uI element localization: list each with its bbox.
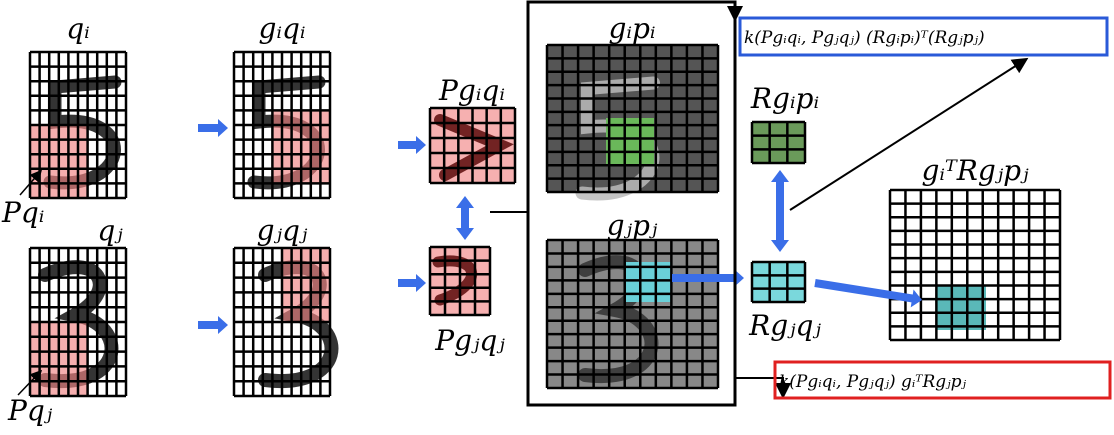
label: Pqⱼ xyxy=(7,394,53,427)
label: qᵢ xyxy=(66,12,90,45)
label: Rgⱼqⱼ xyxy=(748,309,821,342)
grid-bg xyxy=(752,122,805,163)
label: Rgᵢpᵢ xyxy=(750,82,819,115)
double-arrow xyxy=(771,170,789,252)
label: Pgᵢqᵢ xyxy=(438,74,505,107)
double-arrow xyxy=(456,196,474,240)
diagram: k(Pgᵢqᵢ, Pgⱼqⱼ) (Rgᵢpᵢ)ᵀ(Rgⱼpⱼ) k(Pgᵢqᵢ,… xyxy=(0,0,1114,435)
label: gⱼpⱼ xyxy=(607,209,658,242)
label: Pqᵢ xyxy=(1,196,44,229)
layout xyxy=(18,45,1060,396)
arrow xyxy=(198,316,228,334)
formula-red: k(Pgᵢqᵢ, Pgⱼqⱼ) gᵢᵀRgⱼpⱼ xyxy=(779,372,967,392)
arrow xyxy=(398,136,426,154)
label: gⱼqⱼ xyxy=(257,214,308,247)
formula-blue: k(Pgᵢqᵢ, Pgⱼqⱼ) (Rgᵢpᵢ)ᵀ(Rgⱼpⱼ) xyxy=(744,28,985,48)
label: qⱼ xyxy=(97,214,123,247)
label: gᵢqᵢ xyxy=(258,12,305,45)
arrow xyxy=(198,119,228,137)
label: gᵢᵀRgⱼpⱼ xyxy=(921,154,1029,187)
label: Pgⱼqⱼ xyxy=(434,324,505,357)
grid-bg xyxy=(752,262,805,302)
patch xyxy=(282,248,330,322)
patch xyxy=(936,285,986,330)
connector xyxy=(790,60,1025,210)
arrow xyxy=(398,274,426,292)
label: gᵢpᵢ xyxy=(608,12,655,45)
